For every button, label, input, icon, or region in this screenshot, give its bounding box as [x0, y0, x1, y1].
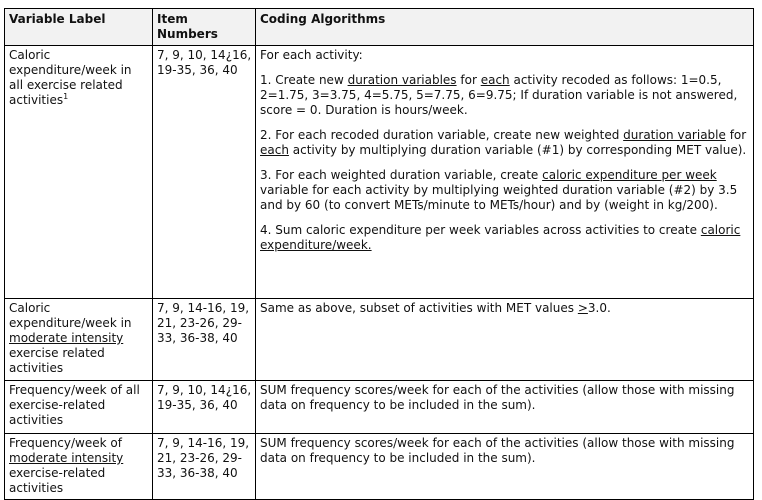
table-header-row: Variable Label Item Numbers Coding Algor… — [4, 8, 754, 46]
underlined-term: caloric expenditure/week. — [260, 223, 741, 252]
step-text: 3. For each weighted duration variable, … — [260, 168, 543, 182]
variable-label-text: Frequency/week of — [9, 436, 122, 450]
item-numbers-cell: 7, 9, 14-16, 19, 21, 23-26, 29-33, 36-38… — [152, 298, 256, 381]
step-text: activity by multiplying duration variabl… — [288, 143, 747, 157]
underlined-term: moderate intensity — [9, 331, 124, 345]
item-numbers-cell: 7, 9, 14-16, 19, 21, 23-26, 29-33, 36-38… — [152, 433, 256, 500]
underlined-term: each — [480, 73, 510, 87]
underlined-term: duration variable — [623, 128, 726, 142]
variable-label-cell: Caloric expenditure/week in moderate int… — [4, 298, 153, 381]
coding-intro: For each activity: — [260, 48, 363, 62]
step-text: 2. For each recoded duration variable, c… — [260, 128, 624, 142]
underlined-term: caloric expenditure per week — [542, 168, 717, 182]
coding-step-3: 3. For each weighted duration variable, … — [260, 168, 750, 213]
variable-label-cell: Frequency/week of moderate intensity exe… — [4, 433, 153, 500]
variable-label-text: Caloric expenditure/week in all exercise… — [9, 48, 132, 107]
item-numbers-cell: 7, 9, 10, 14¿16, 19-35, 36, 40 — [152, 45, 256, 299]
header-item-numbers: Item Numbers — [152, 8, 256, 46]
footnote-marker: 1 — [63, 92, 69, 101]
step-text: activity recoded as follows: 1=0.5, 2=1.… — [260, 73, 738, 117]
step-text: 1. Create new — [260, 73, 348, 87]
underlined-term: each — [260, 143, 289, 157]
variable-label-text: exercise-related activities — [9, 466, 106, 495]
table-row: Frequency/week of moderate intensity exe… — [4, 433, 754, 500]
variable-label-cell: Frequency/week of all exercise-related a… — [4, 380, 153, 434]
table-row: Caloric expenditure/week in all exercise… — [4, 45, 754, 299]
table-row: Caloric expenditure/week in moderate int… — [4, 298, 754, 381]
variable-label-text: exercise related activities — [9, 346, 105, 375]
coding-algorithm-cell: SUM frequency scores/week for each of th… — [255, 380, 754, 434]
variable-label-cell: Caloric expenditure/week in all exercise… — [4, 45, 153, 299]
underlined-term: duration variables — [347, 73, 457, 87]
header-coding-algorithms: Coding Algorithms — [255, 8, 754, 46]
coding-algorithm-cell: For each activity: 1. Create new duratio… — [255, 45, 754, 299]
step-text: 4. Sum caloric expenditure per week vari… — [260, 223, 701, 237]
item-numbers-cell: 7, 9, 10, 14¿16, 19-35, 36, 40 — [152, 380, 256, 434]
coding-step-4: 4. Sum caloric expenditure per week vari… — [260, 223, 750, 253]
step-text: variable for each activity by multiplyin… — [260, 183, 738, 212]
coding-step-1: 1. Create new duration variables for eac… — [260, 73, 750, 118]
step-text: for — [725, 128, 747, 142]
coding-algorithms-table: Variable Label Item Numbers Coding Algor… — [4, 8, 754, 500]
table-row: Frequency/week of all exercise-related a… — [4, 380, 754, 434]
step-text: for — [456, 73, 481, 87]
underlined-term: moderate intensity — [9, 451, 124, 465]
header-variable-label: Variable Label — [4, 8, 153, 46]
greater-equal-symbol: > — [577, 301, 588, 315]
coding-step-2: 2. For each recoded duration variable, c… — [260, 128, 750, 158]
coding-text: Same as above, subset of activities with… — [260, 301, 578, 315]
coding-algorithm-cell: Same as above, subset of activities with… — [255, 298, 754, 381]
coding-text: 3.0. — [587, 301, 611, 315]
variable-label-text: Caloric expenditure/week in — [9, 301, 132, 330]
coding-algorithm-cell: SUM frequency scores/week for each of th… — [255, 433, 754, 500]
